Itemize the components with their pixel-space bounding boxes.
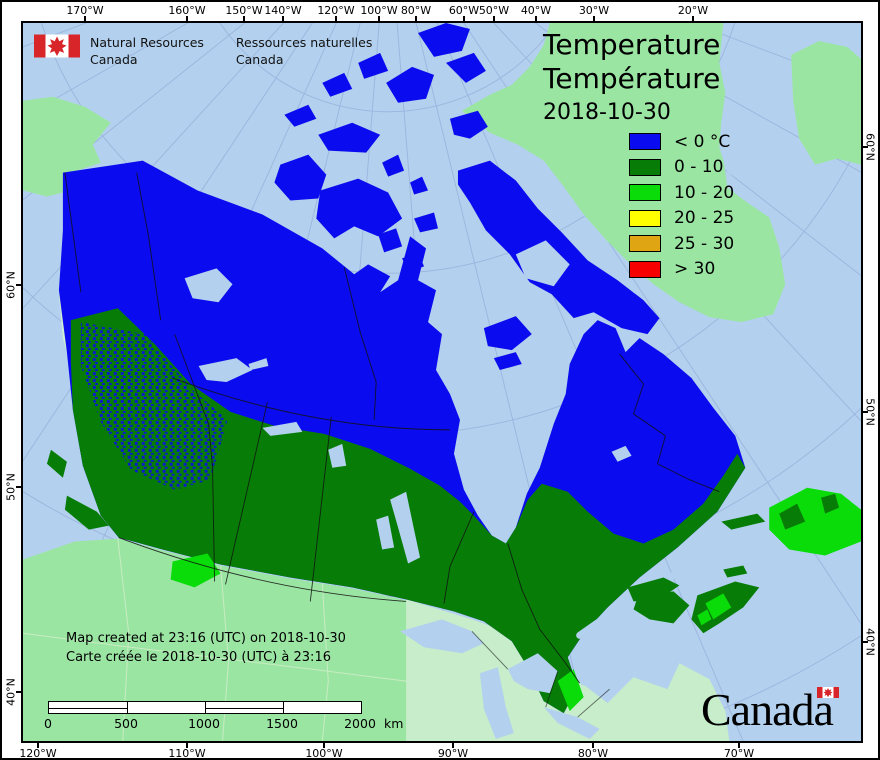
graticule-tick	[592, 743, 594, 748]
graticule-label: 140°W	[264, 4, 302, 17]
graticule-tick	[463, 16, 465, 21]
scale-bar	[48, 701, 362, 714]
graticule-label: 170°W	[66, 4, 104, 17]
graticule-label: 80°W	[577, 747, 609, 760]
graticule-tick	[378, 16, 380, 21]
scale-bar-segment	[205, 702, 283, 713]
legend-swatch	[629, 235, 661, 252]
graticule-label: 80°W	[400, 4, 432, 17]
legend-item: > 30	[629, 259, 734, 279]
title-en: Temperature	[543, 28, 721, 61]
scale-bar-segment	[127, 702, 205, 713]
creation-note-fr: Carte créée le 2018-10-30 (UTC) à 23:16	[66, 650, 331, 665]
legend-label: 25 - 30	[674, 233, 735, 254]
creation-note: Map created at 23:16 (UTC) on 2018-10-30…	[66, 629, 346, 667]
graticule-tick	[186, 743, 188, 748]
graticule-tick	[535, 16, 537, 21]
graticule-tick	[16, 691, 21, 693]
nrcan-logo: Natural Resources Canada Ressources natur…	[34, 34, 372, 68]
legend-item: 20 - 25	[629, 208, 735, 228]
scalebar-label: 1500	[266, 716, 298, 731]
graticule-label: 50°W	[478, 4, 510, 17]
legend-item: 10 - 20	[629, 182, 735, 203]
scale-bar-segment	[49, 702, 127, 713]
graticule-label: 120°W	[19, 747, 57, 760]
graticule-tick	[186, 16, 188, 21]
graticule-label: 30°W	[578, 4, 610, 17]
legend-label: 20 - 25	[674, 208, 735, 228]
canada-wordmark: Canada	[701, 684, 839, 735]
graticule-tick	[243, 16, 245, 21]
title-fr: Température	[543, 62, 721, 95]
graticule-tick	[863, 641, 868, 643]
legend-label: 0 - 10	[674, 157, 724, 177]
graticule-label: 70°W	[723, 747, 755, 760]
legend-item: < 0 °C	[629, 131, 734, 152]
legend-swatch	[629, 184, 661, 201]
political-borders	[64, 172, 720, 718]
temperature-legend: < 0 °C 0 - 10 10 - 20 20 - 25 25 - 30 > 30	[629, 131, 735, 286]
east-coast-land	[170, 487, 861, 712]
graticule-tick	[335, 16, 337, 21]
map-canvas	[23, 23, 861, 741]
graticule-tick	[37, 743, 39, 748]
graticule-tick	[863, 411, 868, 413]
graticule-label: 100°W	[305, 747, 343, 760]
graticule-tick	[16, 284, 21, 286]
graticule-label: 90°W	[437, 747, 469, 760]
scalebar-label: 2000	[344, 716, 376, 731]
graticule-tick	[452, 743, 454, 748]
legend-label: > 30	[674, 259, 716, 279]
wordmark-flag-icon	[816, 687, 839, 698]
legend-swatch	[629, 209, 661, 227]
graticule-tick	[282, 16, 284, 21]
scalebar-label: 500	[114, 716, 138, 731]
scalebar-label: 1000	[188, 716, 220, 731]
scalebar-label: 0	[44, 716, 52, 731]
graticule-tick	[16, 486, 21, 488]
legend-swatch	[629, 260, 661, 278]
graticule-tick	[863, 146, 868, 148]
scalebar-labels: 0 500 1000 1500 2000 km	[44, 716, 468, 732]
legend-items: < 0 °C 0 - 10 10 - 20 20 - 25 25 - 30 > 30	[629, 131, 735, 279]
legend-item: 25 - 30	[629, 233, 735, 254]
graticule-label: 160°W	[168, 4, 206, 17]
graticule-label: 40°W	[520, 4, 552, 17]
legend-item: 0 - 10	[629, 157, 734, 177]
graticule-label: 150°W	[225, 4, 263, 17]
graticule-label: 100°W	[360, 4, 398, 17]
graticule-tick	[84, 16, 86, 21]
map-title: Temperature Température 2018-10-30	[543, 28, 720, 128]
canada-flag-icon	[34, 34, 80, 58]
scale-bar-segment	[283, 702, 361, 713]
creation-note-en: Map created at 23:16 (UTC) on 2018-10-30	[66, 631, 346, 646]
graticule-label: 20°W	[677, 4, 709, 17]
logo-text-fr: Ressources naturelles Canada	[235, 35, 373, 67]
graticule-label: 60°W	[448, 4, 480, 17]
map-frame	[21, 21, 863, 743]
legend-swatch	[629, 158, 661, 176]
legend-swatch	[629, 133, 661, 150]
graticule-tick	[493, 16, 495, 21]
graticule-tick	[692, 16, 694, 21]
graticule-label: 110°W	[168, 747, 206, 760]
title-date: 2018-10-30	[543, 100, 671, 125]
graticule-label: 120°W	[317, 4, 355, 17]
graticule-tick	[593, 16, 595, 21]
legend-label: < 0 °C	[674, 131, 731, 152]
scalebar-unit: km	[384, 716, 404, 731]
graticule-tick	[323, 743, 325, 748]
graticule-tick	[738, 743, 740, 748]
bc-speckle	[80, 322, 228, 490]
wordmark-text: Canada	[701, 684, 834, 735]
legend-label: 10 - 20	[674, 182, 735, 203]
graticule-tick	[415, 16, 417, 21]
logo-text-en: Natural Resources Canada	[90, 35, 204, 67]
